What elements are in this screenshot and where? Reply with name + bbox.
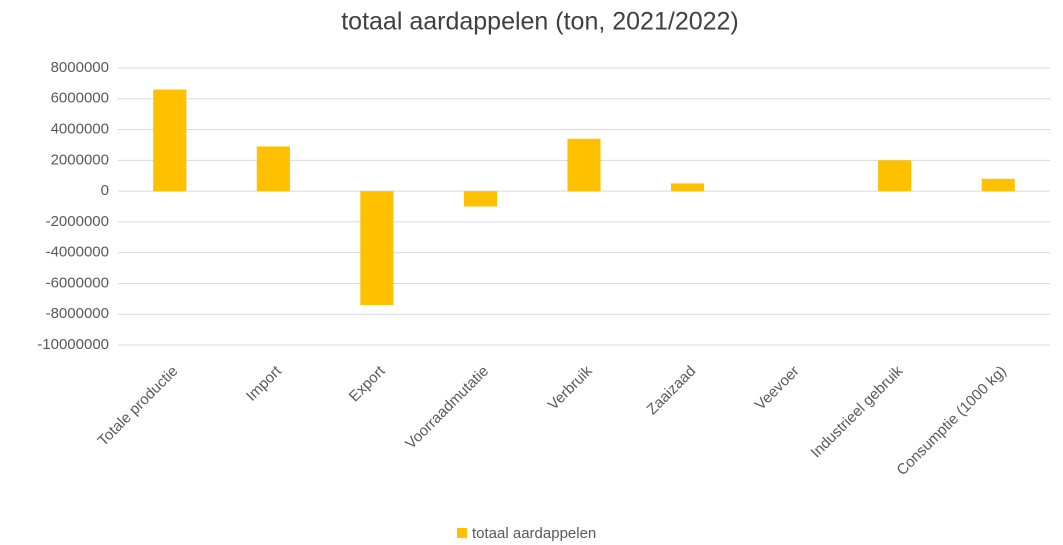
legend-label: totaal aardappelen <box>472 525 596 542</box>
x-tick-label: Totale productie <box>95 363 182 450</box>
bar <box>567 138 601 192</box>
x-tick-label: Voorraadmutatie <box>402 363 492 453</box>
y-tick-label: -8000000 <box>46 305 109 322</box>
x-tick-label: Consumptie (1000 kg) <box>893 363 1009 479</box>
y-tick-label: 6000000 <box>51 90 109 107</box>
x-tick-label: Verbruik <box>545 362 596 413</box>
legend-swatch <box>457 528 467 538</box>
bar <box>878 160 912 192</box>
x-tick-label: Industrieel gebruik <box>808 362 907 461</box>
y-tick-label: 2000000 <box>51 151 109 168</box>
y-tick-label: 0 <box>101 182 109 199</box>
x-tick-label: Zaaizaad <box>644 363 700 419</box>
bar <box>981 178 1015 192</box>
bar <box>153 89 187 192</box>
bar <box>463 191 498 207</box>
bar <box>360 191 394 305</box>
x-tick-label: Export <box>346 362 389 405</box>
y-tick-label: -10000000 <box>37 336 109 353</box>
bar <box>256 146 290 192</box>
chart-title: totaal aardappelen (ton, 2021/2022) <box>341 8 739 36</box>
bar <box>670 183 705 192</box>
x-tick-label: Import <box>243 362 286 405</box>
y-tick-label: -4000000 <box>46 244 109 261</box>
y-tick-label: 4000000 <box>51 121 109 138</box>
y-tick-label: -6000000 <box>46 274 109 291</box>
y-tick-label: 8000000 <box>51 59 109 76</box>
y-tick-label: -2000000 <box>46 213 109 230</box>
x-tick-label: Veevoer <box>752 363 803 414</box>
